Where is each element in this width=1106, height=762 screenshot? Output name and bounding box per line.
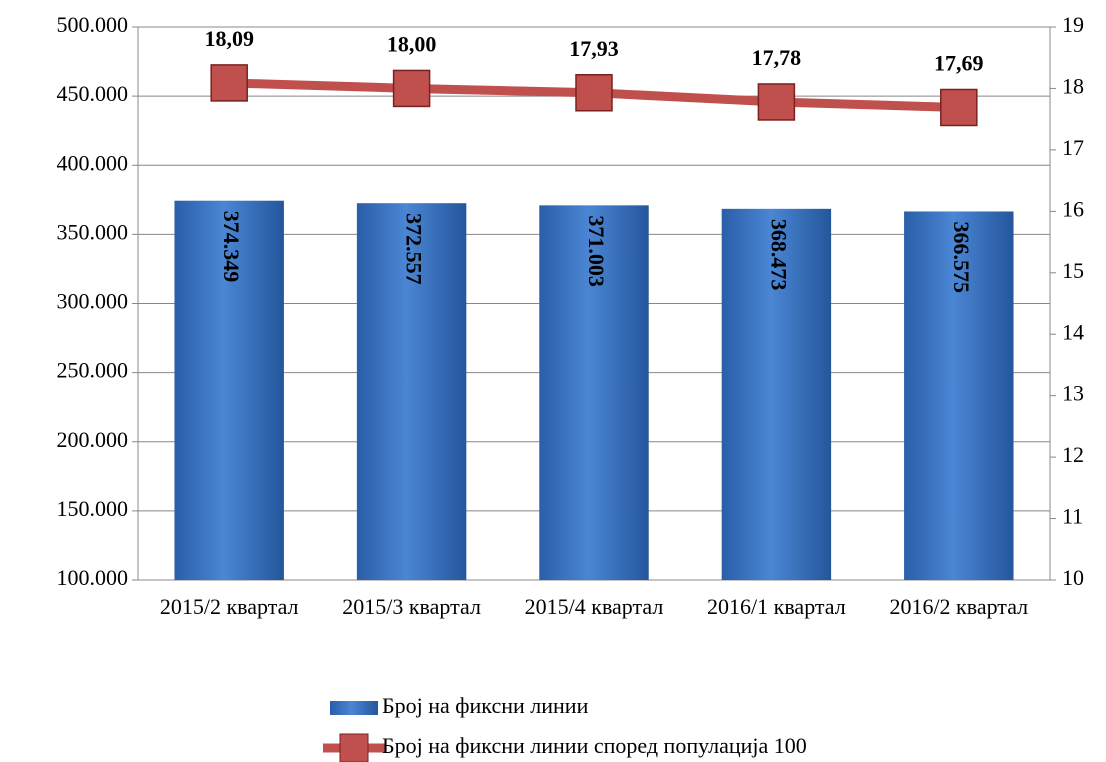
y-tick-label: 450.000 <box>57 81 129 106</box>
y2-tick-label: 14 <box>1062 319 1084 344</box>
x-tick-label: 2015/3 квартал <box>342 594 481 619</box>
y-tick-label: 350.000 <box>57 219 129 244</box>
x-tick-label: 2015/4 квартал <box>524 594 664 619</box>
y2-tick-label: 13 <box>1062 381 1084 406</box>
y2-tick-label: 19 <box>1062 12 1084 37</box>
line-value-label: 17,78 <box>752 45 802 70</box>
y2-tick-label: 11 <box>1062 504 1083 529</box>
legend-label: Број на фиксни линии <box>382 693 589 718</box>
y-tick-label: 400.000 <box>57 150 129 175</box>
bar <box>539 205 649 580</box>
y2-tick-label: 16 <box>1062 196 1084 221</box>
bar-value-label: 368.473 <box>766 219 791 290</box>
line-marker <box>392 69 431 108</box>
line-value-label: 17,93 <box>569 36 619 61</box>
legend-swatch <box>330 701 378 715</box>
bar-value-label: 371.003 <box>584 215 609 287</box>
bar-value-label: 366.575 <box>949 221 974 293</box>
y2-tick-label: 10 <box>1062 565 1084 590</box>
line-marker <box>757 83 796 121</box>
line-marker <box>575 73 613 112</box>
y-tick-label: 250.000 <box>57 358 129 383</box>
x-tick-label: 2015/2 квартал <box>159 594 299 619</box>
y-tick-label: 200.000 <box>57 427 129 452</box>
y2-tick-label: 17 <box>1062 135 1084 160</box>
y2-tick-label: 18 <box>1062 73 1084 98</box>
bar-value-label: 372.557 <box>402 213 427 285</box>
y-tick-label: 100.000 <box>57 565 129 590</box>
line-value-label: 17,69 <box>934 51 984 76</box>
bar-value-label: 374.349 <box>219 211 244 283</box>
x-tick-label: 2016/1 квартал <box>707 594 846 619</box>
bar <box>721 208 832 581</box>
line-marker <box>210 64 248 102</box>
bar <box>904 211 1014 580</box>
legend-marker <box>339 733 369 762</box>
bar <box>174 200 284 580</box>
line-marker <box>940 88 978 127</box>
legend-label: Број на фиксни линии според популација 1… <box>382 733 807 758</box>
x-tick-label: 2016/2 квартал <box>889 594 1029 619</box>
y2-tick-label: 12 <box>1062 442 1084 467</box>
line-value-label: 18,09 <box>204 26 254 51</box>
bar <box>356 203 467 580</box>
line-value-label: 18,00 <box>387 31 437 56</box>
y2-tick-label: 15 <box>1062 258 1084 283</box>
y-tick-label: 500.000 <box>57 12 129 37</box>
y-tick-label: 300.000 <box>57 289 129 314</box>
y-tick-label: 150.000 <box>57 496 129 521</box>
